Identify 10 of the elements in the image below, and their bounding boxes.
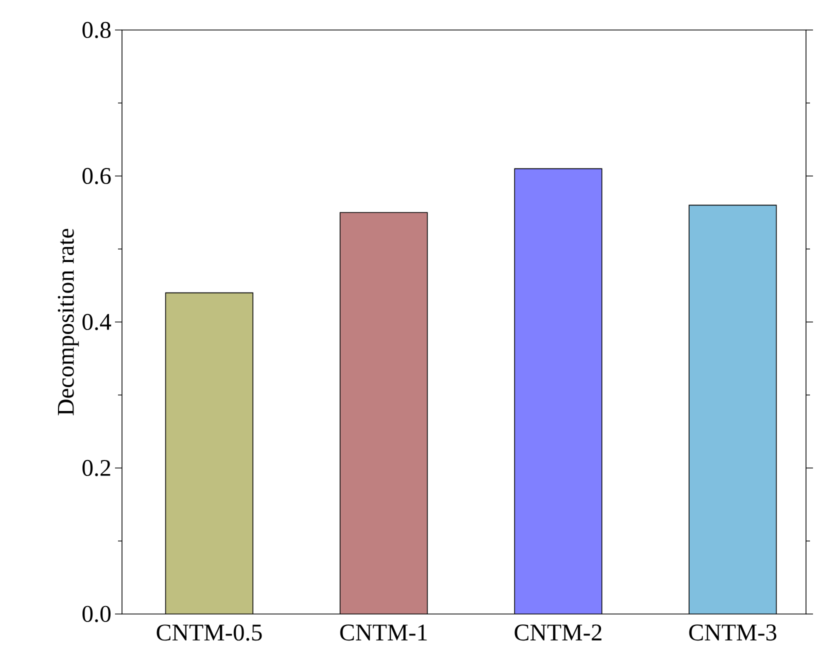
y-tick-label: 0.0 xyxy=(82,606,111,622)
x-tick-label: CNTM-2 xyxy=(514,624,602,641)
x-tick-label: CNTM-1 xyxy=(340,624,427,641)
x-tick-label: CNTM-0.5 xyxy=(156,624,262,641)
y-axis-title: Decomposition rate xyxy=(58,228,79,416)
y-tick-label: 0.8 xyxy=(82,22,111,38)
y-tick-label: 0.4 xyxy=(82,314,112,330)
x-tick-label: CNTM-3 xyxy=(689,624,776,641)
y-tick-label: 0.2 xyxy=(82,460,110,476)
y-tick-label: 0.6 xyxy=(82,168,111,184)
